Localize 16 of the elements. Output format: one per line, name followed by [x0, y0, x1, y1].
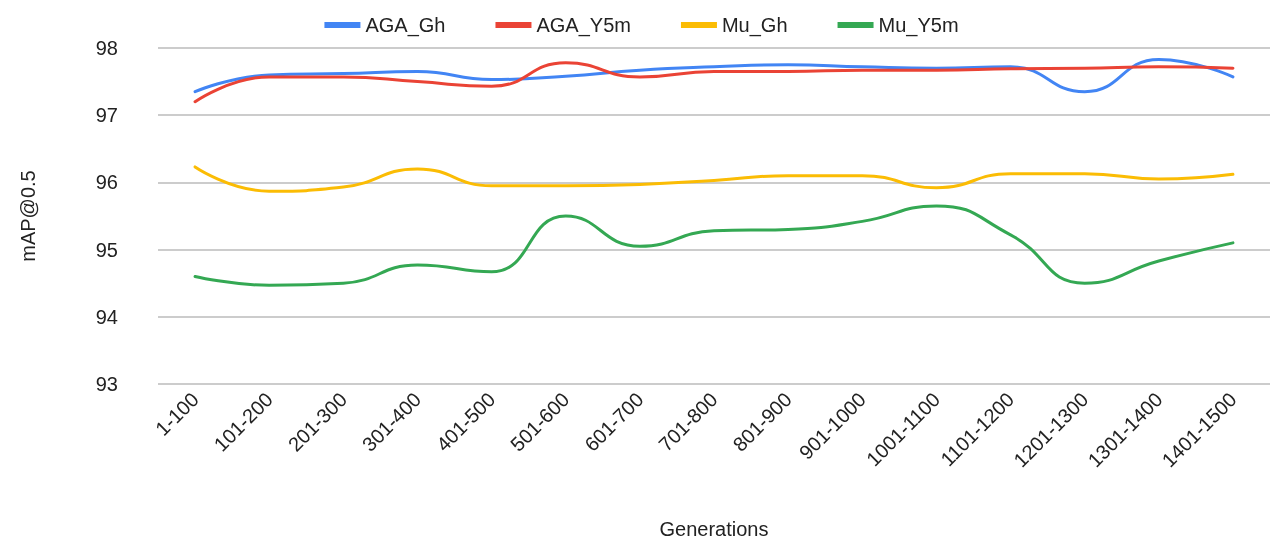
line-series [193, 204, 1235, 287]
y-tick-label: 93 [95, 373, 118, 395]
x-axis-title: Generations [659, 518, 769, 540]
legend-label: AGA_Y5m [536, 14, 631, 37]
line-series [193, 61, 1235, 104]
legend-label: AGA_Gh [365, 14, 446, 37]
line-series [193, 165, 1235, 193]
y-axis-title: mAP@0.5 [17, 170, 39, 262]
y-tick-label: 98 [95, 37, 118, 59]
y-tick-label: 97 [95, 104, 118, 127]
y-tick-label: 95 [95, 238, 118, 261]
line-series [193, 57, 1235, 94]
legend-label: Mu_Y5m [878, 14, 959, 37]
y-tick-label: 94 [95, 305, 118, 328]
y-tick-label: 96 [95, 171, 118, 194]
legend-label: Mu_Gh [721, 14, 788, 37]
